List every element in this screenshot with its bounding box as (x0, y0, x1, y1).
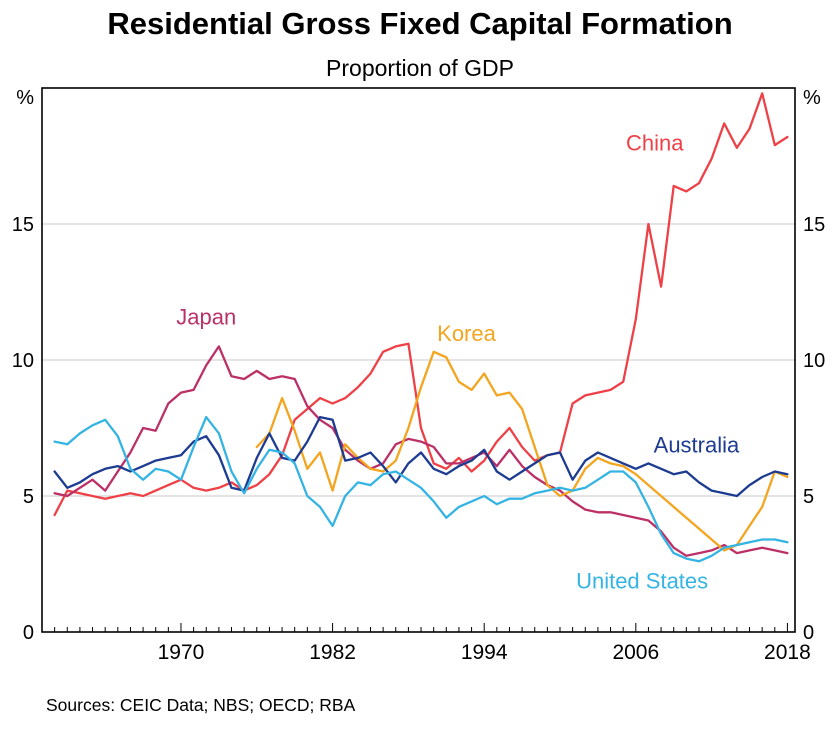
y-axis-label-left: 15 (12, 214, 34, 236)
series-line-korea (255, 350, 789, 552)
series-line-united-states (53, 415, 789, 563)
x-axis-label: 2018 (764, 641, 811, 664)
y-axis-label-left: 10 (12, 350, 34, 372)
y-axis-label-right: 15 (803, 214, 825, 236)
chart-subtitle: Proportion of GDP (326, 55, 514, 81)
series-line-australia (53, 415, 789, 498)
series-line-china (53, 92, 789, 517)
series-label-korea: Korea (437, 321, 496, 346)
y-axis-label-left: 5 (23, 486, 34, 508)
chart-sources-note: Sources: CEIC Data; NBS; OECD; RBA (46, 695, 356, 715)
series-line-japan (53, 345, 789, 557)
y-axis-label-right: 0 (803, 622, 814, 644)
plot-frame (41, 87, 796, 633)
series-label-china: China (626, 131, 684, 156)
series-label-australia: Australia (654, 432, 740, 457)
y-axis-unit-left: % (16, 87, 34, 109)
chart-title: Residential Gross Fixed Capital Formatio… (107, 6, 733, 41)
x-axis-label: 1970 (158, 641, 205, 664)
x-axis-label: 1982 (309, 641, 356, 664)
y-axis-unit-right: % (803, 87, 821, 109)
y-axis-label-left: 0 (23, 622, 34, 644)
series-label-japan: Japan (176, 305, 236, 330)
x-axis-label: 2006 (612, 641, 659, 664)
y-axis-label-right: 5 (803, 486, 814, 508)
x-axis-label: 1994 (461, 641, 508, 664)
y-axis-label-right: 10 (803, 350, 825, 372)
series-label-united-states: United States (576, 568, 708, 593)
